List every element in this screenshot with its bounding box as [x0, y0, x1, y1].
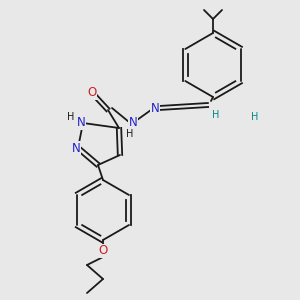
Text: H: H [251, 112, 259, 122]
Text: H: H [126, 129, 134, 139]
Text: N: N [76, 116, 85, 130]
Text: O: O [98, 244, 108, 257]
Text: N: N [129, 116, 137, 128]
Text: H: H [212, 110, 220, 120]
Text: N: N [72, 142, 80, 154]
Text: O: O [87, 86, 97, 100]
Text: N: N [151, 101, 159, 115]
Text: H: H [67, 112, 75, 122]
